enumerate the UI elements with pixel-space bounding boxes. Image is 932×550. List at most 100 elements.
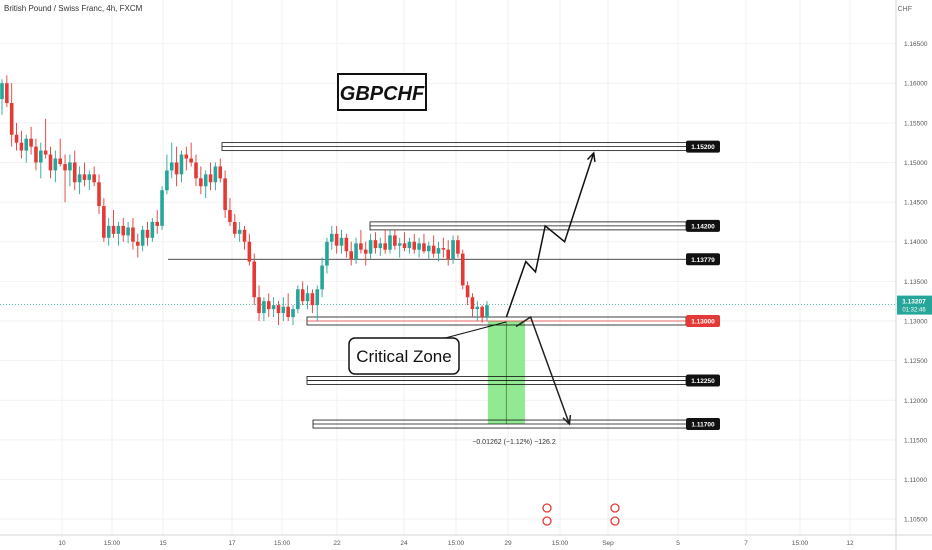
- candle-body: [77, 174, 82, 183]
- level-badge: [686, 418, 720, 431]
- candle-body: [136, 241, 140, 246]
- x-tick-label: 7: [744, 540, 748, 547]
- y-tick-label: 1.11500: [904, 437, 927, 444]
- y-tick-label: 1.13500: [904, 279, 928, 286]
- labels: 1.13207 01:32:46: [897, 295, 932, 315]
- bullish-arrow-head: [586, 151, 596, 163]
- candle-body: [480, 306, 484, 318]
- candle-body: [315, 289, 320, 306]
- x-tick-label: 17: [228, 540, 236, 547]
- candle-body: [223, 178, 227, 211]
- candle-body: [325, 241, 329, 266]
- candle-body: [106, 225, 111, 238]
- candle-body: [39, 150, 43, 163]
- level-badge: [686, 219, 720, 232]
- candle-body: [310, 293, 315, 306]
- candle-body: [451, 240, 455, 260]
- candle-body: [286, 306, 290, 318]
- measure-zone: [487, 321, 525, 425]
- candle-body: [465, 285, 470, 298]
- candle-body: [0, 83, 4, 100]
- candle-body: [276, 305, 281, 314]
- x-tick-label: 24: [400, 540, 408, 547]
- levels: 1.15200 1.14200 1.13779 1.13000 1.12250 1.117…: [168, 140, 720, 431]
- level-badge: [686, 140, 720, 153]
- candle-body: [320, 265, 324, 290]
- candle-body: [291, 309, 295, 318]
- candle-body: [218, 166, 223, 179]
- title-box: GBPCHF: [337, 73, 427, 111]
- candle-body: [24, 138, 29, 151]
- candle-body: [262, 301, 266, 314]
- candles: [0, 75, 489, 325]
- candle-body: [363, 249, 368, 254]
- candle-body: [431, 245, 436, 254]
- candle-body: [412, 241, 417, 250]
- level-badge: [686, 315, 720, 327]
- candle-body: [174, 162, 179, 175]
- y-tick-label: 1.13000: [904, 319, 928, 326]
- candle-body: [43, 150, 48, 155]
- y-tick-label: 1.14000: [904, 239, 928, 246]
- candle-body: [19, 142, 24, 151]
- candle-body: [199, 178, 203, 187]
- candle-body: [349, 251, 353, 260]
- candle-body: [29, 138, 33, 147]
- candle-body: [359, 243, 363, 250]
- level-badge-label: 1.14200: [691, 223, 715, 230]
- level-badge: [686, 374, 720, 387]
- candle-body: [116, 225, 121, 234]
- candle-body: [87, 174, 92, 180]
- candle-body: [271, 305, 276, 310]
- level-badge-label: 1.12250: [691, 378, 715, 385]
- candle-body: [266, 301, 271, 310]
- candle-body: [97, 182, 101, 207]
- y-tick-label: 1.14500: [904, 200, 928, 207]
- grid: [0, 0, 896, 535]
- candle-body: [53, 158, 58, 171]
- candle-body: [373, 240, 378, 249]
- candle-body: [111, 225, 116, 234]
- candle-body: [344, 237, 349, 252]
- event-icon: [542, 516, 552, 526]
- candle-body: [305, 293, 310, 302]
- candle-body: [140, 229, 145, 246]
- x-tick-label: 15:00: [448, 540, 465, 547]
- candle-body: [393, 235, 397, 246]
- currency-label: CHF: [897, 6, 912, 13]
- candle-body: [422, 243, 426, 252]
- candle-body: [150, 221, 155, 238]
- candle-body: [14, 134, 19, 143]
- candle-body: [441, 248, 446, 250]
- candle-body: [339, 237, 344, 246]
- candle-body: [456, 240, 460, 254]
- candle-body: [281, 306, 286, 314]
- y-tick-label: 1.15000: [904, 160, 928, 167]
- candle-body: [368, 240, 373, 254]
- y-tick-label: 1.11000: [904, 477, 927, 484]
- candle-body: [48, 154, 53, 171]
- current-price-label: 1.13207: [902, 299, 926, 306]
- y-tick-label: 1.16500: [904, 41, 928, 48]
- candle-body: [58, 158, 62, 165]
- candle-body: [72, 162, 77, 183]
- candle-body: [34, 146, 38, 163]
- candle-body: [145, 229, 150, 238]
- candle-body: [407, 241, 412, 249]
- x-tick-label: 22: [333, 540, 341, 547]
- candle-body: [160, 190, 164, 226]
- candle-body: [213, 166, 218, 183]
- candle-body: [126, 227, 130, 236]
- y-tick-label: 1.12500: [904, 358, 928, 365]
- x-tick-label: 12: [846, 540, 854, 547]
- candle-body: [189, 158, 193, 163]
- candle-body: [296, 289, 300, 310]
- candle-body: [383, 243, 387, 250]
- candle-body: [417, 243, 421, 250]
- candle-body: [247, 241, 252, 262]
- candle-body: [397, 243, 402, 246]
- x-tick-label: 10: [58, 540, 66, 547]
- candle-body: [378, 243, 383, 249]
